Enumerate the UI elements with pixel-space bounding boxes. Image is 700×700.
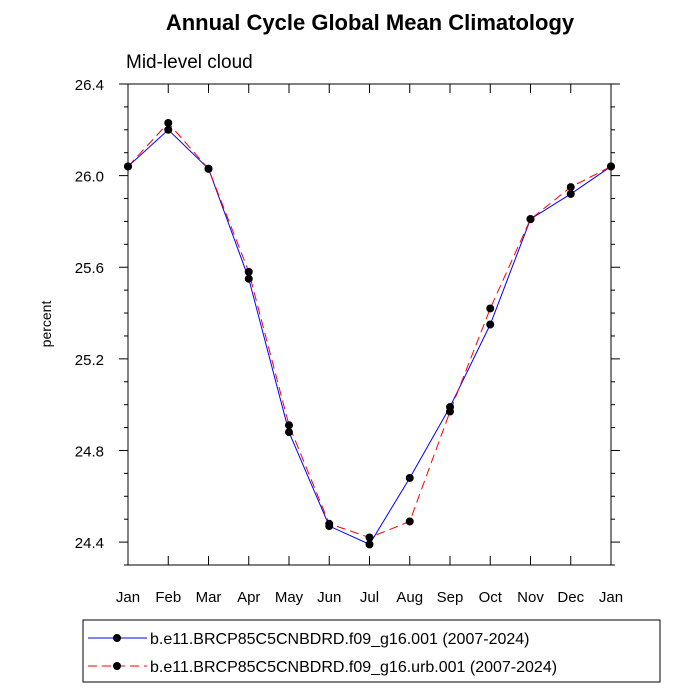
series-1-point	[405, 473, 414, 482]
x-tick-label: Dec	[557, 589, 584, 606]
ticks-layer: Jan Feb Mar Apr May Jun Jul Aug Sep Oct Nov Dec Jan 2…	[75, 77, 623, 606]
plot-frame	[127, 83, 612, 566]
series-1-point	[486, 320, 495, 329]
legend-label-1: b.e11.BRCP85C5CNBDRD.f09_g16.001 (2007-2…	[150, 631, 529, 648]
series-2-point	[446, 407, 454, 416]
y-tick-label: 26.4	[75, 77, 104, 94]
series-2-point	[607, 162, 615, 171]
chart-title: Annual Cycle Global Mean Climatology	[166, 10, 575, 35]
series-1-point	[566, 189, 575, 198]
x-tick-label: May	[275, 589, 304, 606]
series-2-point	[244, 267, 253, 276]
series-2-point	[164, 118, 173, 127]
y-tick-label: 25.2	[75, 352, 104, 369]
x-tick-label: Jan	[116, 589, 140, 606]
series-2-point	[204, 164, 213, 173]
x-tick-label: Mar	[196, 589, 222, 606]
x-tick-label: Jul	[360, 589, 379, 606]
series-2-point	[124, 162, 132, 171]
y-axis-label: percent	[38, 301, 54, 348]
x-tick-label: Sep	[437, 589, 464, 606]
series-2-point	[526, 215, 535, 224]
legend-marker-2	[113, 662, 121, 670]
x-tick-label: Jan	[599, 589, 623, 606]
y-tick-label: 24.8	[75, 443, 104, 460]
series-1-point	[285, 428, 293, 437]
series-1-point	[365, 540, 374, 549]
x-tick-label: Jun	[317, 589, 341, 606]
series-2-point	[365, 533, 374, 542]
y-tick-label: 26.0	[75, 169, 104, 186]
x-tick-label: Apr	[237, 589, 260, 606]
y-tick-label: 24.4	[75, 535, 104, 552]
x-tick-label: Oct	[479, 589, 503, 606]
series-2-point	[325, 519, 334, 528]
series-2-point	[285, 421, 293, 430]
series-2-point	[405, 517, 414, 526]
legend-label-2: b.e11.BRCP85C5CNBDRD.f09_g16.urb.001 (20…	[150, 659, 557, 676]
x-tick-label: Aug	[396, 589, 423, 606]
legend-marker-1	[113, 634, 121, 642]
series-line-2	[127, 122, 612, 539]
series-2-point	[566, 183, 575, 192]
y-tick-label: 25.6	[75, 260, 104, 277]
x-tick-label: Nov	[517, 589, 544, 606]
series-2-point	[486, 304, 495, 313]
x-tick-label: Feb	[155, 589, 181, 606]
legend-layer: b.e11.BRCP85C5CNBDRD.f09_g16.001 (2007-2…	[88, 631, 557, 676]
series-line-1	[127, 129, 612, 546]
series-layer	[124, 118, 615, 549]
legend-box	[82, 619, 661, 683]
series-1-point	[244, 274, 253, 283]
series-1-point	[164, 125, 173, 134]
chart-subtitle: Mid-level cloud	[126, 52, 253, 73]
